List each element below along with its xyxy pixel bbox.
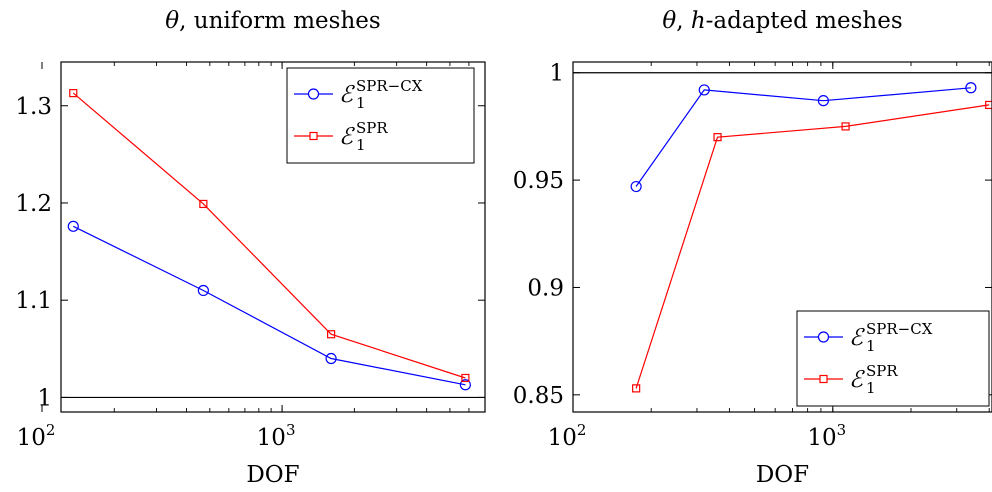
chart-title: θ, uniform meshes (165, 8, 380, 34)
y-tick-label: 1.2 (15, 191, 52, 217)
legend-superscript: SPR−CX (356, 77, 423, 95)
data-point (632, 384, 641, 393)
data-point (985, 100, 992, 110)
legend-marker (819, 374, 828, 384)
data-point (713, 133, 722, 142)
series-spr (632, 100, 992, 393)
legend-box (286, 67, 475, 164)
series-spr (69, 89, 470, 383)
legend-symbol: ℰ (849, 367, 865, 393)
legend-subscript: 1 (866, 379, 876, 397)
data-point (199, 199, 208, 209)
legend-subscript: 1 (356, 94, 366, 112)
data-point (459, 379, 471, 391)
x-axis-label: DOF (246, 462, 299, 488)
legend-marker (817, 331, 830, 343)
plot-frame (572, 61, 992, 413)
series-line (635, 87, 971, 187)
legend-subscript: 1 (866, 337, 876, 355)
x-tick-label: 102 (17, 421, 56, 451)
series-line (635, 104, 990, 389)
legend-subscript: 1 (356, 136, 366, 154)
legend-item-spr-cx: ℰ SPR−CX1 (294, 77, 423, 112)
legend-symbol: ℰ (849, 325, 865, 351)
data-point (965, 82, 977, 94)
chart-2: θ, h-adapted meshes 102 103 0.85 0.9 0.95 1 DOF… (513, 8, 992, 488)
legend-superscript: SPR−CX (866, 320, 933, 338)
series-line (73, 225, 466, 386)
x-axis-label: DOF (756, 462, 809, 488)
data-point (817, 95, 829, 107)
y-tick-label: 1 (37, 385, 52, 411)
series-line (72, 92, 466, 379)
data-point (326, 330, 336, 339)
y-tick-label: 0.95 (513, 168, 564, 194)
x-tick-label: 103 (807, 421, 846, 451)
y-tick-label: 1.1 (15, 288, 52, 314)
data-point (197, 284, 209, 297)
plot-frame (60, 61, 486, 413)
data-point (461, 373, 470, 383)
legend-item-spr-cx: ℰ SPR−CX1 (804, 320, 933, 355)
legend-symbol: ℰ (339, 124, 355, 150)
legend-marker (309, 131, 318, 141)
data-point (67, 220, 79, 232)
series-spr-cx (630, 82, 977, 193)
legend-box (796, 310, 990, 407)
x-tick-label: 103 (257, 421, 296, 451)
y-tick-label: 0.85 (513, 383, 564, 409)
legend-marker (307, 88, 320, 100)
legend-symbol: ℰ (339, 82, 355, 108)
data-point (630, 180, 642, 193)
series-spr-cx (67, 220, 471, 391)
y-tick-label: 1.3 (15, 94, 52, 120)
legend-superscript: SPR (356, 119, 388, 137)
chart-title: θ, h-adapted meshes (662, 8, 902, 34)
data-point (698, 84, 710, 96)
x-tick-label: 102 (548, 421, 587, 451)
y-tick-label: 1 (549, 61, 564, 87)
legend-superscript: SPR (866, 362, 898, 380)
data-point (69, 89, 78, 98)
data-point (841, 122, 850, 131)
y-tick-label: 0.9 (527, 275, 564, 301)
data-point (325, 352, 337, 365)
